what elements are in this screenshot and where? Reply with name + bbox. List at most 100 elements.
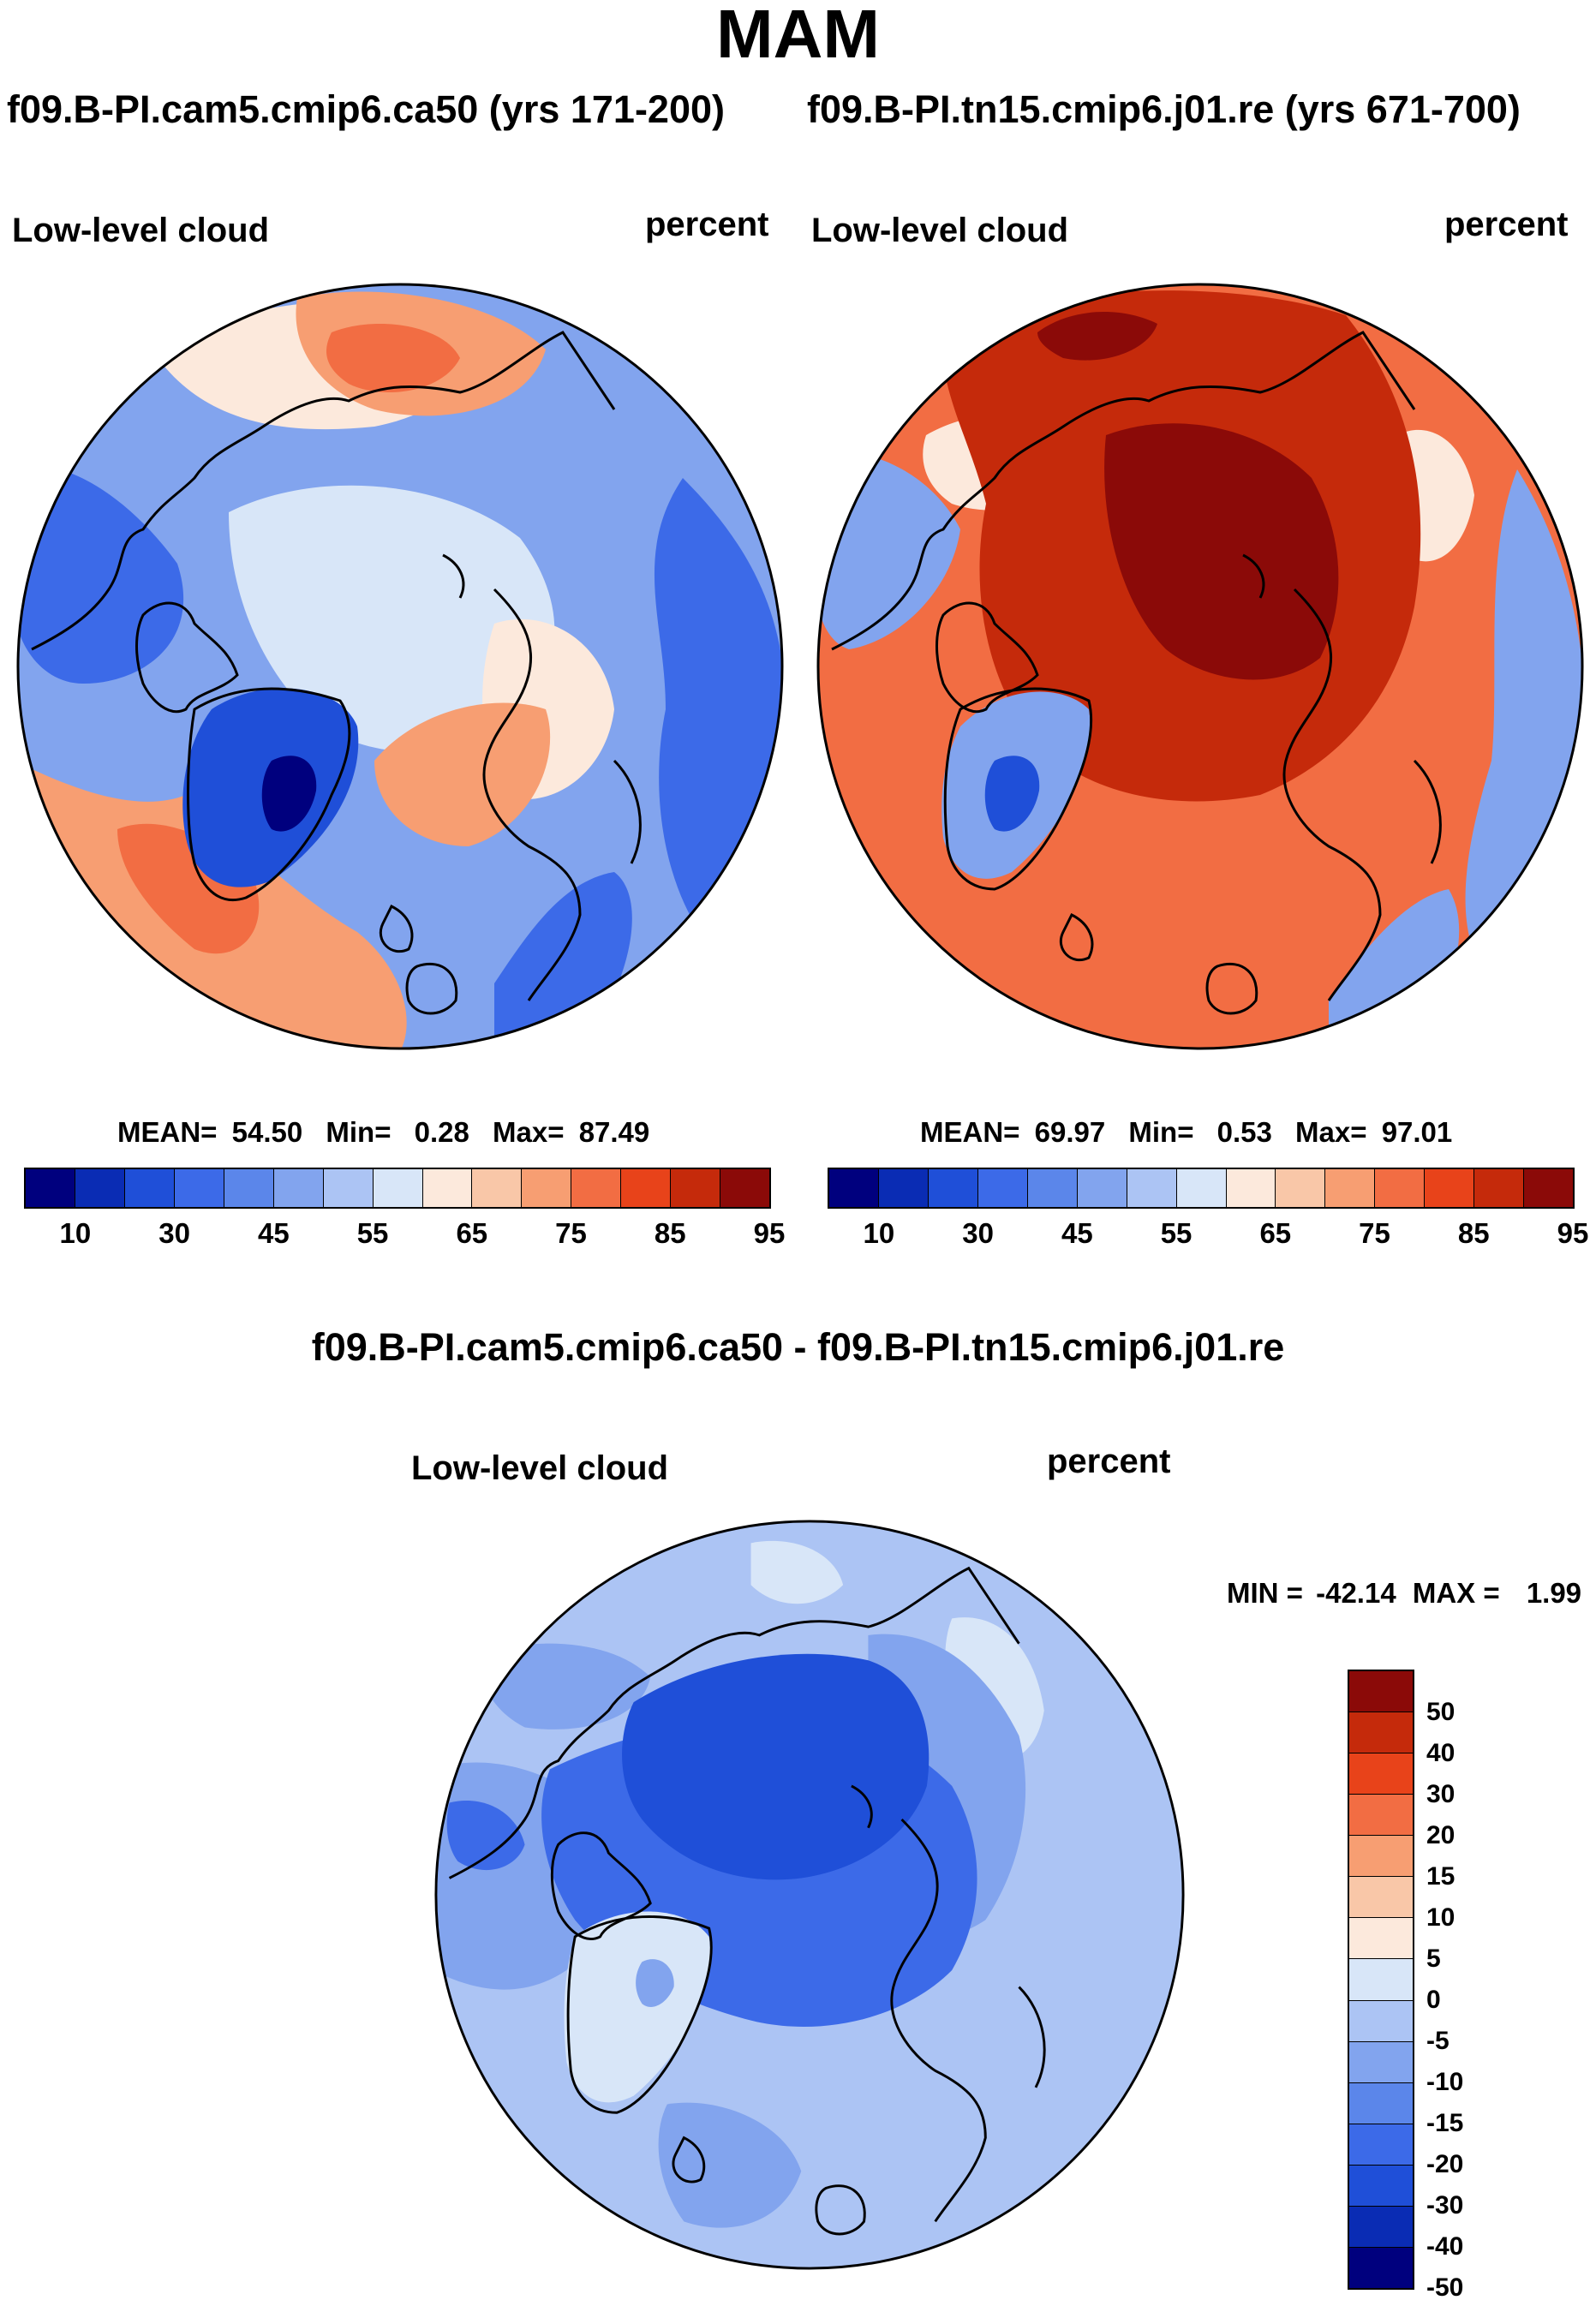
colorbar-swatch <box>1425 1169 1475 1207</box>
map-fill-region <box>481 1643 651 1730</box>
greenland-core-fill <box>984 756 1040 832</box>
case-title-right: f09.B-PI.tn15.cmip6.j01.re (yrs 671-700) <box>807 87 1521 131</box>
colorbar-tick-label: 55 <box>356 1217 389 1249</box>
colorbar-swatch <box>1349 1753 1413 1795</box>
greenland-fill <box>564 1911 711 2103</box>
colorbar-left <box>24 1168 771 1209</box>
mean-value: 69.97 <box>1034 1116 1106 1148</box>
greenland-core-fill <box>261 756 317 832</box>
colorbar-tick-label: 65 <box>1259 1217 1292 1249</box>
colorbar-tick-label: 55 <box>1160 1217 1193 1249</box>
colorbar-swatch <box>1276 1169 1326 1207</box>
colorbar-swatch <box>1349 1836 1413 1878</box>
colorbar-swatch <box>124 1169 175 1207</box>
colorbar-swatch <box>1375 1169 1426 1207</box>
colorbar-tick-label: 95 <box>753 1217 786 1249</box>
colorbar-tick-label: 20 <box>1426 1821 1456 1849</box>
colorbar-swatch <box>1524 1169 1574 1207</box>
colorbar-swatch <box>671 1169 721 1207</box>
variable-label-left: Low-level cloud <box>12 212 270 249</box>
colorbar-swatch <box>1349 2000 1413 2042</box>
colorbar-tick-label: 30 <box>158 1217 190 1249</box>
colorbar-swatch <box>1474 1169 1525 1207</box>
map-fill-region <box>622 1653 930 1880</box>
map-fill-region <box>374 702 551 846</box>
colorbar-tick-label: 10 <box>863 1217 895 1249</box>
mean-value: 54.50 <box>231 1116 303 1148</box>
colorbar-swatch <box>1349 1795 1413 1837</box>
colorbar-tick-label: 85 <box>1457 1217 1490 1249</box>
colorbar-tick-label: 15 <box>1426 1862 1456 1891</box>
max-value: 97.01 <box>1381 1116 1453 1148</box>
mean-label: MEAN= <box>920 1116 1020 1148</box>
colorbar-swatch <box>1349 2247 1413 2288</box>
map-fill-region <box>18 466 183 684</box>
units-label-right: percent <box>1444 206 1569 243</box>
colorbar-swatch <box>1349 2165 1413 2207</box>
polar-map-right <box>816 283 1584 1050</box>
colorbar-swatch <box>1349 1959 1413 2001</box>
colorbar-swatch <box>1077 1169 1127 1207</box>
coastlines <box>831 331 1442 1015</box>
colorbar-swatch <box>1349 1918 1413 1960</box>
map-fill-region <box>326 324 460 392</box>
min-label: Min= <box>1128 1116 1194 1148</box>
colorbar-swatch <box>224 1169 274 1207</box>
colorbar-swatch <box>75 1169 125 1207</box>
case-title-left: f09.B-PI.cam5.cmip6.ca50 (yrs 171-200) <box>7 87 725 131</box>
stats-diff: MIN = -42.14 MAX = 1.99 <box>1227 1576 1581 1610</box>
colorbar-tick-label: 0 <box>1426 1986 1441 2014</box>
greenland-core-fill <box>636 1959 674 2007</box>
colorbar-tick-label: 85 <box>654 1217 686 1249</box>
units-label-diff: percent <box>1047 1443 1171 1480</box>
colorbar-swatch <box>1027 1169 1078 1207</box>
min-label: MIN = <box>1227 1577 1303 1609</box>
colorbar-swatch <box>174 1169 224 1207</box>
map-fill-region <box>446 1800 525 1871</box>
map-border <box>16 283 784 1050</box>
colorbar-tick-label: -15 <box>1426 2109 1464 2137</box>
colorbar-swatch <box>1325 1169 1376 1207</box>
colorbar-swatch <box>571 1169 622 1207</box>
map-border <box>816 283 1584 1050</box>
colorbar-tick-label: 95 <box>1557 1217 1589 1249</box>
colorbar-swatch <box>26 1169 75 1207</box>
map-fill-region <box>1037 312 1157 361</box>
colorbar-tick-label: 75 <box>1359 1217 1390 1249</box>
units-label-left: percent <box>645 206 769 243</box>
colorbar-tick-label: 45 <box>1061 1217 1093 1249</box>
colorbar-swatch <box>1349 2124 1413 2166</box>
colorbar-swatch <box>273 1169 324 1207</box>
colorbar-right <box>828 1168 1575 1209</box>
polar-map-diff <box>434 1520 1185 2270</box>
colorbar-swatch <box>522 1169 572 1207</box>
colorbar-tick-label: 30 <box>1426 1780 1456 1808</box>
map-fill-region <box>658 2102 802 2228</box>
colorbar-tick-label: -10 <box>1426 2068 1464 2096</box>
colorbar-tick-label: 40 <box>1426 1739 1456 1767</box>
colorbar-tick-label: 10 <box>59 1217 92 1249</box>
figure-title: MAM <box>715 0 881 72</box>
colorbar-swatch <box>977 1169 1028 1207</box>
colorbar-swatch <box>1349 1712 1413 1754</box>
variable-label-diff: Low-level cloud <box>411 1449 669 1487</box>
colorbar-swatch <box>720 1169 770 1207</box>
map-fill-region <box>1104 423 1339 680</box>
stats-left: MEAN= 54.50 Min= 0.28 Max= 87.49 <box>117 1115 649 1150</box>
variable-label-right: Low-level cloud <box>811 212 1069 249</box>
colorbar-tick-label: 45 <box>257 1217 290 1249</box>
colorbar-tick-label: 65 <box>456 1217 488 1249</box>
stats-right: MEAN= 69.97 Min= 0.53 Max= 97.01 <box>920 1115 1452 1150</box>
map-fill-region <box>750 1540 844 1604</box>
mean-label: MEAN= <box>117 1116 218 1148</box>
map-fill-region <box>654 478 782 932</box>
min-value: -42.14 <box>1316 1577 1396 1609</box>
colorbar-tick-label: 5 <box>1426 1945 1441 1973</box>
colorbar-tick-label: -5 <box>1426 2027 1450 2055</box>
colorbar-tick-label: 50 <box>1426 1698 1456 1726</box>
colorbar-swatch <box>1349 1671 1413 1713</box>
max-label: MAX = <box>1412 1577 1500 1609</box>
colorbar-tick-label: -40 <box>1426 2232 1464 2261</box>
colorbar-swatch <box>422 1169 473 1207</box>
max-label: Max= <box>493 1116 565 1148</box>
